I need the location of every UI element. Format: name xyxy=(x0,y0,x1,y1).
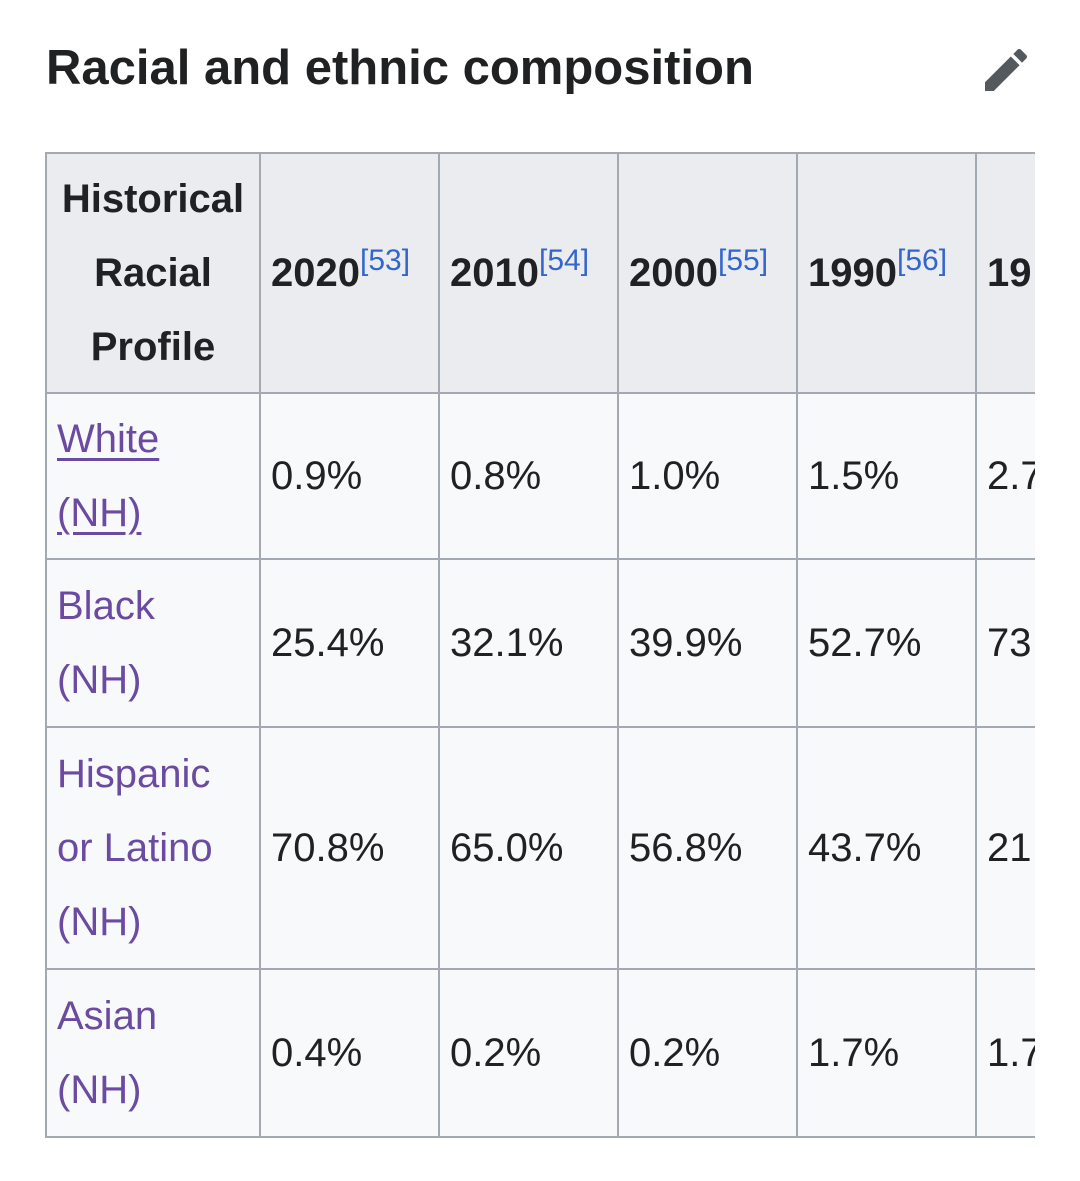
table-scroll-container[interactable]: Historical Racial Profile 2020[53] 2010[… xyxy=(45,152,1035,1148)
value-cell: 0.2% xyxy=(617,968,798,1138)
value-cell: 65.0% xyxy=(438,726,619,970)
pencil-icon[interactable] xyxy=(978,42,1034,98)
year-header-1980[interactable]: 19 xyxy=(975,152,1035,394)
table-row: White (NH) 0.9% 0.8% 1.0% 1.5% 2.7 xyxy=(45,392,1035,560)
reference-link[interactable]: [54] xyxy=(538,244,590,277)
value-cell: 1.5% xyxy=(796,392,977,560)
year-header-2010[interactable]: 2010[54] xyxy=(438,152,619,394)
section-heading: Racial and ethnic composition xyxy=(46,41,754,95)
reference-link[interactable]: [55] xyxy=(717,244,769,277)
racial-composition-table: Historical Racial Profile 2020[53] 2010[… xyxy=(45,152,1035,1138)
black-nh-link[interactable]: Black (NH) xyxy=(57,584,155,702)
value-cell: 52.7% xyxy=(796,558,977,728)
year-header-1990[interactable]: 1990[56] xyxy=(796,152,977,394)
asian-nh-link[interactable]: Asian (NH) xyxy=(57,994,158,1112)
value-cell: 70.8% xyxy=(259,726,440,970)
year-label: 1990 xyxy=(808,251,897,295)
row-label-cell: White (NH) xyxy=(45,392,261,560)
year-header-2000[interactable]: 2000[55] xyxy=(617,152,798,394)
header-label-cell: Historical Racial Profile xyxy=(45,152,261,394)
year-label: 2000 xyxy=(629,251,718,295)
row-label-cell: Hispanic or Latino (NH) xyxy=(45,726,261,970)
value-cell: 73 xyxy=(975,558,1035,728)
row-label-cell: Asian (NH) xyxy=(45,968,261,1138)
header-label: Historical Racial Profile xyxy=(61,177,245,369)
value-cell: 21 xyxy=(975,726,1035,970)
value-cell: 1.7 xyxy=(975,968,1035,1138)
hispanic-latino-nh-link[interactable]: Hispanic or Latino (NH) xyxy=(57,752,213,944)
value-cell: 32.1% xyxy=(438,558,619,728)
year-label: 19 xyxy=(987,251,1032,295)
value-cell: 0.8% xyxy=(438,392,619,560)
value-cell: 0.9% xyxy=(259,392,440,560)
value-cell: 43.7% xyxy=(796,726,977,970)
reference-link[interactable]: [53] xyxy=(359,244,411,277)
table-row: Asian (NH) 0.4% 0.2% 0.2% 1.7% 1.7 xyxy=(45,968,1035,1138)
table-row: Black (NH) 25.4% 32.1% 39.9% 52.7% 73 xyxy=(45,558,1035,728)
value-cell: 56.8% xyxy=(617,726,798,970)
value-cell: 25.4% xyxy=(259,558,440,728)
white-nh-link[interactable]: White (NH) xyxy=(57,417,160,535)
table-header-row: Historical Racial Profile 2020[53] 2010[… xyxy=(45,152,1035,394)
year-label: 2020 xyxy=(271,251,360,295)
value-cell: 39.9% xyxy=(617,558,798,728)
value-cell: 1.0% xyxy=(617,392,798,560)
year-label: 2010 xyxy=(450,251,539,295)
year-header-2020[interactable]: 2020[53] xyxy=(259,152,440,394)
reference-link[interactable]: [56] xyxy=(896,244,948,277)
row-label-cell: Black (NH) xyxy=(45,558,261,728)
value-cell: 2.7 xyxy=(975,392,1035,560)
value-cell: 0.4% xyxy=(259,968,440,1138)
value-cell: 0.2% xyxy=(438,968,619,1138)
value-cell: 1.7% xyxy=(796,968,977,1138)
table-row: Hispanic or Latino (NH) 70.8% 65.0% 56.8… xyxy=(45,726,1035,970)
